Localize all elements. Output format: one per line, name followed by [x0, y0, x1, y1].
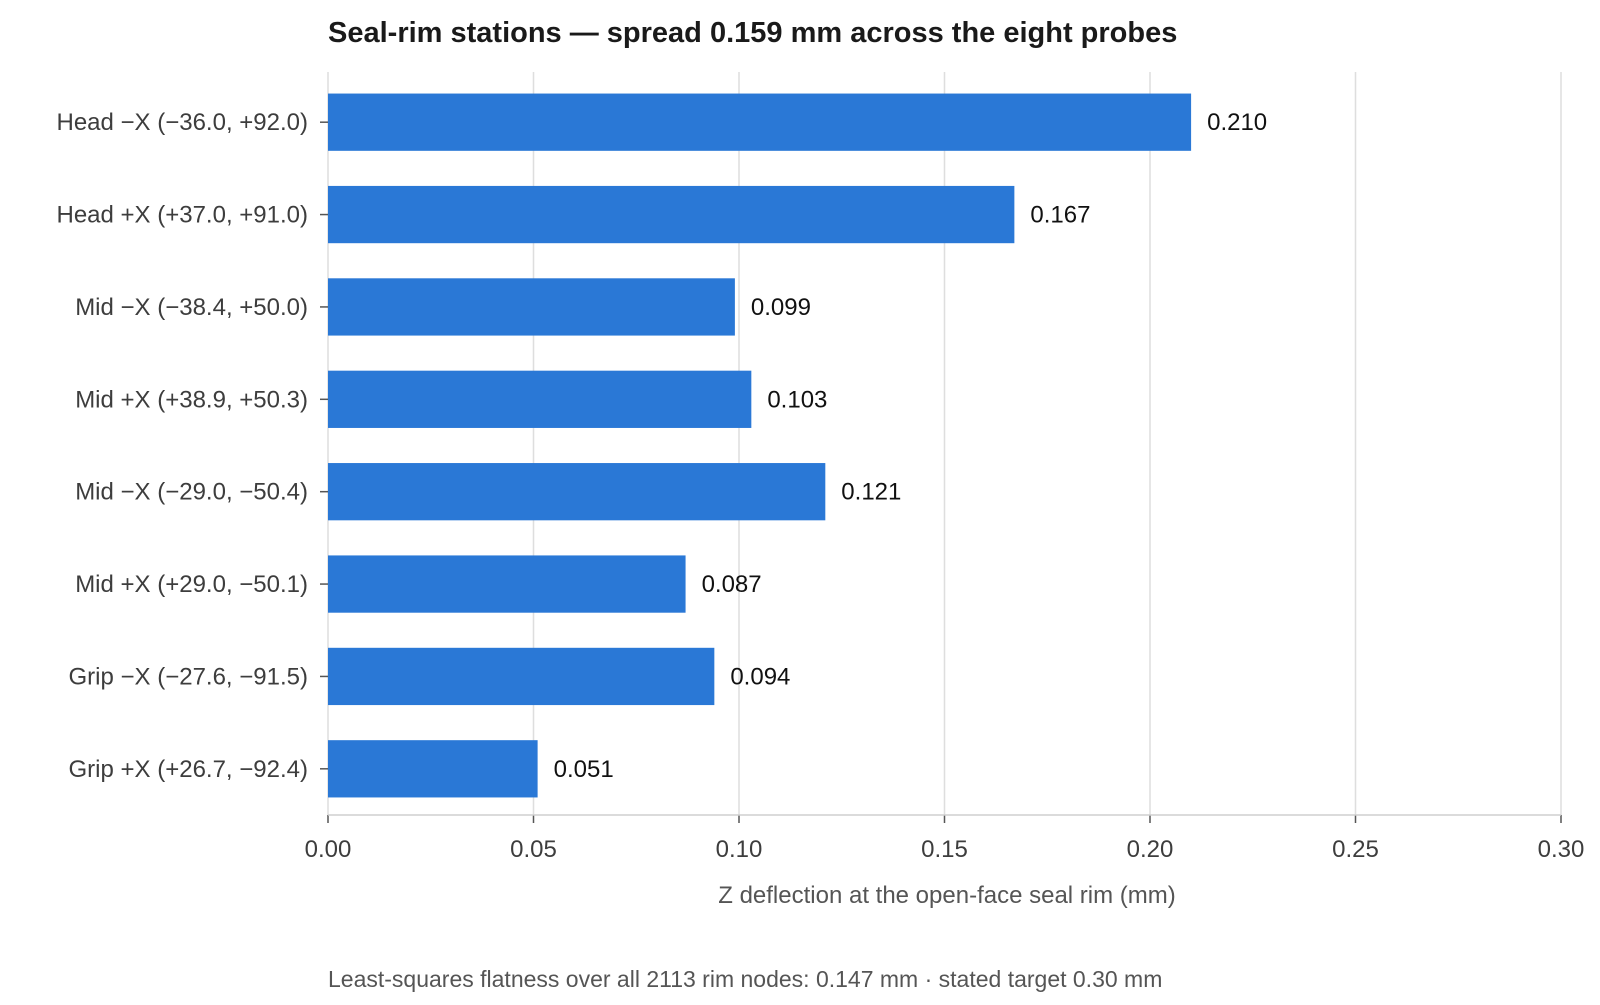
y-tick-label: Mid −X (−38.4, +50.0) [75, 294, 308, 321]
labels: 0.00 0.05 0.10 0.15 0.20 0.25 0.30 Head −X (−36… [56, 109, 1584, 863]
data-label: 0.103 [767, 386, 827, 413]
bar [328, 278, 735, 336]
x-tick-label: 0.00 [305, 836, 352, 863]
y-tick-label: Grip −X (−27.6, −91.5) [69, 663, 308, 690]
data-label: 0.094 [730, 663, 790, 690]
data-label: 0.167 [1030, 202, 1090, 229]
data-label: 0.121 [841, 479, 901, 506]
footnote: Least-squares flatness over all 2113 rim… [328, 966, 1162, 992]
x-axis-label: Z deflection at the open-face seal rim (… [718, 882, 1176, 909]
bar [328, 185, 1015, 244]
bar [328, 370, 752, 428]
x-tick-label: 0.05 [510, 836, 557, 863]
y-tick-label: Head −X (−36.0, +92.0) [56, 109, 308, 136]
bar [328, 555, 686, 613]
y-tick-label: Head +X (+37.0, +91.0) [56, 202, 308, 229]
x-tick-label: 0.15 [921, 836, 968, 863]
y-tick-label: Mid −X (−29.0, −50.4) [75, 479, 308, 506]
x-tick-label: 0.25 [1332, 836, 1379, 863]
data-label: 0.087 [702, 571, 762, 598]
data-label: 0.099 [751, 294, 811, 321]
y-tick-label: Grip +X (+26.7, −92.4) [69, 756, 308, 783]
bar [328, 463, 826, 521]
y-tick-label: Mid +X (+38.9, +50.3) [75, 386, 308, 413]
axes [320, 121, 1562, 823]
bars [328, 93, 1192, 798]
x-tick-label: 0.10 [716, 836, 763, 863]
x-tick-label: 0.20 [1127, 836, 1174, 863]
bar [328, 647, 715, 706]
chart-title: Seal-rim stations — spread 0.159 mm acro… [328, 17, 1177, 49]
x-tick-label: 0.30 [1538, 836, 1585, 863]
bar [328, 93, 1192, 151]
y-tick-label: Mid +X (+29.0, −50.1) [75, 571, 308, 598]
data-label: 0.210 [1207, 109, 1267, 136]
data-label: 0.051 [554, 756, 614, 783]
bar [328, 740, 538, 798]
